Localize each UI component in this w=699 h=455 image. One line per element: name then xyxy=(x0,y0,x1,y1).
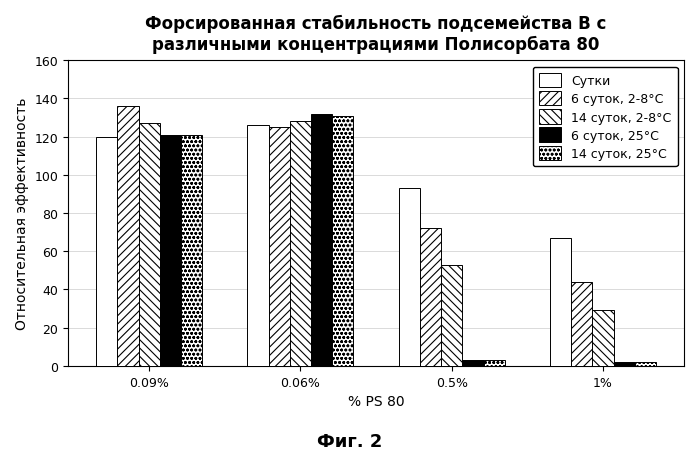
Bar xyxy=(571,282,593,366)
Title: Форсированная стабильность подсемейства B с
различными концентрациями Полисорбат: Форсированная стабильность подсемейства … xyxy=(145,15,607,54)
Bar xyxy=(247,126,268,366)
Y-axis label: Относительная эффективность: Относительная эффективность xyxy=(15,98,29,329)
Bar xyxy=(138,124,159,366)
Bar xyxy=(635,362,656,366)
Bar xyxy=(332,116,354,366)
Bar xyxy=(117,107,138,366)
Bar xyxy=(614,362,635,366)
Bar xyxy=(181,136,202,366)
Bar xyxy=(550,238,571,366)
Bar xyxy=(593,311,614,366)
Bar xyxy=(311,115,332,366)
X-axis label: % PS 80: % PS 80 xyxy=(348,394,405,408)
Text: Фиг. 2: Фиг. 2 xyxy=(317,433,382,450)
Bar xyxy=(420,229,441,366)
Bar xyxy=(462,360,484,366)
Bar xyxy=(441,265,462,366)
Bar xyxy=(268,128,290,366)
Bar xyxy=(159,136,181,366)
Bar xyxy=(398,189,420,366)
Bar xyxy=(290,122,311,366)
Bar xyxy=(484,360,505,366)
Legend: Сутки, 6 суток, 2-8°C, 14 суток, 2-8°C, 6 суток, 25°C, 14 суток, 25°C: Сутки, 6 суток, 2-8°C, 14 суток, 2-8°C, … xyxy=(533,67,678,167)
Bar xyxy=(96,137,117,366)
